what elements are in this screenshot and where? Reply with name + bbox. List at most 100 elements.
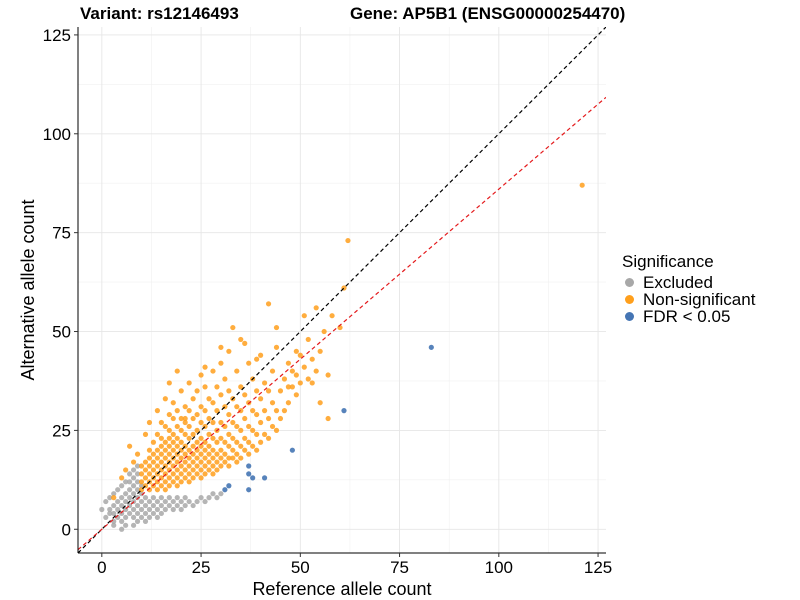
point-excluded [178, 506, 184, 513]
point-non-significant [202, 447, 208, 453]
point-non-significant [170, 415, 176, 422]
point-non-significant [166, 451, 172, 457]
point-non-significant [230, 324, 236, 331]
point-fdr [226, 483, 232, 489]
point-excluded [146, 498, 153, 505]
point-non-significant [277, 415, 284, 422]
point-non-significant [178, 479, 184, 485]
point-non-significant [166, 475, 172, 481]
point-excluded [158, 495, 164, 501]
point-non-significant [206, 467, 212, 473]
point-non-significant [174, 467, 180, 473]
point-excluded [202, 498, 208, 505]
point-excluded [103, 514, 109, 521]
point-non-significant [202, 463, 208, 469]
point-excluded [170, 506, 176, 513]
point-non-significant [218, 455, 224, 461]
y-tick-label: 25 [52, 421, 71, 440]
point-non-significant [329, 313, 335, 319]
point-non-significant [222, 459, 228, 465]
point-fdr [246, 487, 252, 493]
point-non-significant [293, 392, 299, 398]
point-non-significant [214, 408, 220, 414]
point-excluded [127, 510, 133, 517]
point-excluded [119, 510, 125, 517]
y-axis-title: Alternative allele count [18, 199, 38, 380]
point-excluded [154, 498, 160, 505]
legend-item-fdr: FDR < 0.05 [622, 307, 755, 326]
point-non-significant [190, 467, 196, 473]
point-excluded [130, 506, 137, 513]
point-non-significant [158, 435, 164, 441]
point-non-significant [250, 427, 256, 433]
point-non-significant [198, 419, 204, 426]
point-non-significant [234, 439, 240, 445]
point-excluded [150, 510, 157, 517]
point-excluded [123, 479, 129, 485]
point-excluded [198, 495, 204, 501]
point-excluded [210, 491, 216, 497]
point-non-significant [234, 368, 240, 374]
point-non-significant [154, 408, 160, 414]
point-non-significant [218, 447, 224, 453]
point-excluded [158, 502, 164, 509]
point-non-significant [218, 419, 224, 426]
point-excluded [162, 506, 168, 513]
point-fdr [246, 471, 252, 477]
point-excluded [142, 510, 149, 517]
point-non-significant [166, 411, 172, 418]
point-excluded [107, 495, 113, 501]
point-excluded [218, 491, 224, 497]
point-non-significant [222, 376, 228, 382]
point-non-significant [313, 305, 319, 311]
point-non-significant [206, 443, 212, 449]
point-excluded [134, 487, 141, 493]
point-excluded [194, 498, 200, 505]
point-excluded [107, 510, 113, 517]
point-excluded [182, 495, 188, 501]
point-excluded [119, 483, 125, 489]
point-non-significant [150, 439, 157, 445]
point-non-significant [166, 427, 172, 433]
point-non-significant [202, 364, 208, 370]
point-excluded [134, 471, 141, 477]
point-excluded [162, 498, 168, 505]
point-excluded [130, 475, 137, 481]
point-non-significant [210, 368, 216, 374]
point-excluded [130, 467, 137, 473]
point-non-significant [119, 475, 125, 481]
legend: Significance Excluded Non-significant FD… [622, 252, 755, 326]
point-excluded [134, 463, 141, 469]
point-non-significant [210, 435, 216, 441]
point-non-significant [170, 479, 176, 485]
point-non-significant [138, 463, 145, 469]
point-excluded [111, 522, 117, 528]
point-non-significant [150, 459, 157, 465]
points-layer [99, 182, 585, 532]
point-non-significant [198, 443, 204, 449]
point-non-significant [325, 415, 331, 422]
point-non-significant [222, 451, 228, 457]
point-excluded [182, 502, 188, 509]
variant-title: Variant: rs12146493 [80, 4, 239, 23]
point-excluded [206, 495, 212, 501]
point-non-significant [281, 376, 288, 382]
point-non-significant [162, 455, 168, 461]
point-non-significant [170, 439, 176, 445]
point-excluded [146, 514, 153, 521]
y-tick-label: 125 [43, 26, 71, 45]
point-non-significant [182, 475, 188, 481]
point-non-significant [289, 384, 295, 390]
point-excluded [123, 522, 129, 528]
point-non-significant [258, 352, 264, 358]
point-excluded [119, 526, 125, 532]
point-non-significant [146, 463, 153, 469]
point-non-significant [238, 336, 244, 343]
point-non-significant [202, 384, 208, 390]
x-tick-label: 100 [485, 558, 513, 577]
point-non-significant [206, 431, 212, 437]
point-excluded [115, 506, 121, 513]
point-non-significant [146, 419, 153, 426]
point-non-significant [273, 344, 280, 350]
point-non-significant [178, 439, 184, 445]
